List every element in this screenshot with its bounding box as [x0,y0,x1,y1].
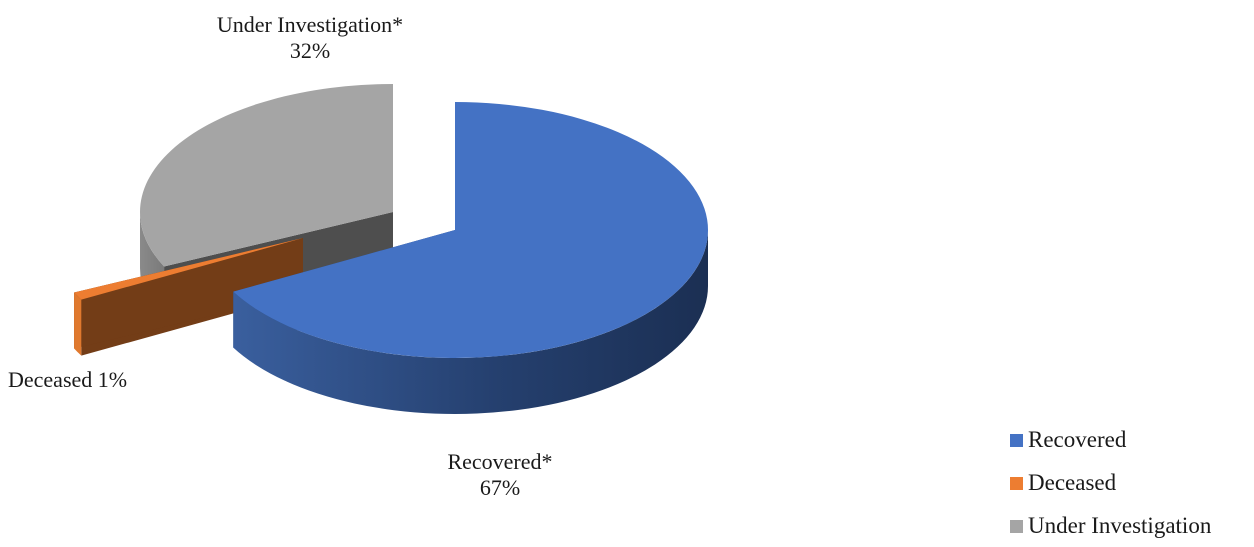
slice-recovered-side [233,230,708,414]
legend-label-deceased: Deceased [1028,470,1117,495]
slice-deceased-side [74,292,82,356]
slice-recovered [233,102,708,414]
legend: Recovered Deceased Under Investigation [1010,425,1211,547]
label-deceased-name: Deceased [8,367,93,392]
slice-deceased [74,238,304,356]
slice-deceased-top [74,238,303,300]
label-under-investigation-value: 32% [289,38,331,63]
slice-under-investigation-top [139,84,393,267]
legend-swatch-deceased [1010,476,1023,490]
label-deceased-value: 1% [97,367,128,392]
legend-label-under-investigation: Under Investigation [1028,513,1212,538]
legend-label-recovered: Recovered [1028,427,1127,452]
label-deceased: Deceased 1% [8,367,127,393]
legend-swatch-recovered [1010,433,1023,447]
legend-item-recovered: Recovered [1010,425,1211,455]
slice-deceased-wall-end [74,238,303,349]
legend-swatch-under-investigation [1010,519,1023,533]
label-recovered-name: Recovered* [447,449,553,474]
label-under-investigation: Under Investigation* 32% [150,12,470,64]
slice-recovered-top [233,102,708,358]
legend-item-deceased: Deceased [1010,468,1211,498]
legend-item-under-investigation: Under Investigation [1010,511,1211,541]
label-under-investigation-name: Under Investigation* [216,12,404,37]
label-recovered: Recovered* 67% [400,449,600,501]
label-recovered-value: 67% [479,475,521,500]
